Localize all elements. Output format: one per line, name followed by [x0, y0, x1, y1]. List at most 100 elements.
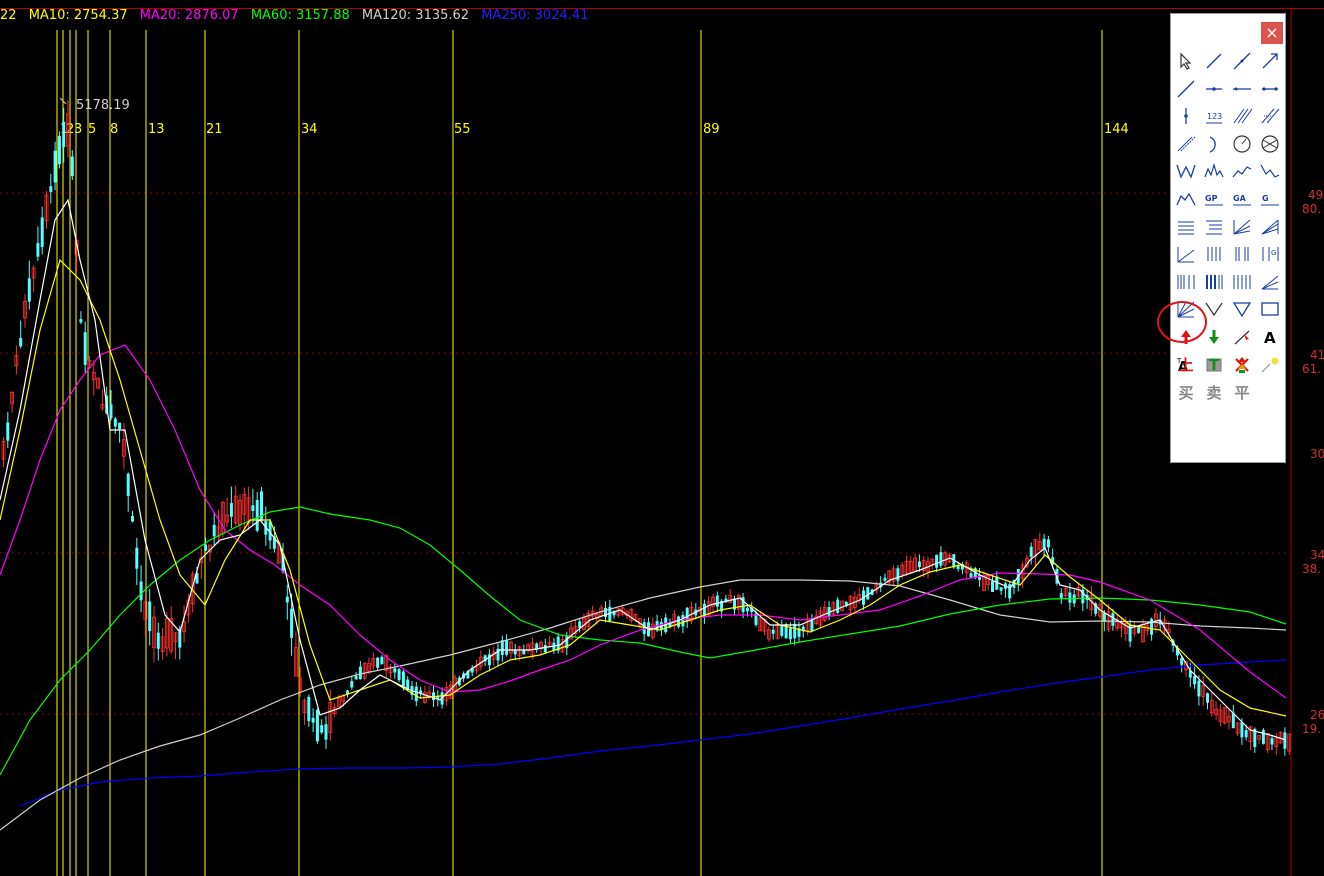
candle-body [771, 629, 775, 634]
fill-box-icon[interactable] [1201, 353, 1227, 377]
candle-body [1046, 539, 1050, 548]
candle-body [715, 595, 719, 607]
candle-body [487, 654, 491, 666]
square-cycle-icon[interactable] [1229, 270, 1255, 294]
candle-body [827, 607, 831, 616]
line-segment-icon[interactable] [1201, 49, 1227, 73]
candle-body [470, 667, 474, 673]
candle-body [216, 526, 221, 538]
regression-channel-icon[interactable] [1173, 132, 1199, 156]
pen-circle-icon[interactable] [1257, 353, 1283, 377]
candle-body [844, 601, 848, 607]
candle-body [350, 681, 354, 688]
candle-body [995, 576, 999, 590]
candle-body [23, 301, 27, 319]
candle-body [1081, 589, 1085, 604]
parallel-lines-icon[interactable] [1229, 104, 1255, 128]
arc-icon[interactable] [1201, 132, 1227, 156]
buy-mark-icon[interactable]: 上 [1178, 356, 1194, 375]
cursor-icon[interactable] [1173, 49, 1199, 73]
fan-lines-icon[interactable] [1229, 215, 1255, 239]
vertical-line-icon[interactable] [1173, 104, 1199, 128]
close-button[interactable]: × [1261, 22, 1283, 44]
candle-body [706, 601, 711, 616]
candles-group [1, 100, 1292, 756]
candle-body [513, 649, 517, 655]
wave-w-icon[interactable] [1173, 159, 1199, 183]
ma250-label: MA250: 3024.41 [481, 8, 589, 23]
down-arrow-lines-icon[interactable] [1201, 297, 1227, 321]
candle-body [569, 627, 573, 640]
fib-retrace-icon[interactable] [1173, 215, 1199, 239]
candle-body [1175, 648, 1179, 656]
rectangle-icon[interactable] [1257, 297, 1283, 321]
candle-body [401, 671, 405, 687]
text-a-icon[interactable]: A [1257, 325, 1283, 349]
candle-body [758, 617, 763, 632]
candle-body [724, 598, 728, 603]
gp-icon[interactable]: GP [1201, 187, 1227, 211]
flag-arrow-icon[interactable] [1229, 325, 1255, 349]
candle-body [1068, 592, 1072, 603]
candle-body [1248, 726, 1253, 742]
zigzag-up-icon[interactable] [1229, 159, 1255, 183]
ga-icon[interactable]: GA [1229, 187, 1255, 211]
candle-body [500, 640, 504, 655]
wave-icon[interactable] [1201, 159, 1227, 183]
sell-mark-icon[interactable]: T [1208, 355, 1220, 374]
circle-icon[interactable] [1229, 132, 1255, 156]
fib-extend-icon[interactable] [1201, 215, 1227, 239]
candle-body [733, 598, 736, 610]
horizontal-segment-icon[interactable] [1201, 77, 1227, 101]
horizontal-line-icon[interactable] [1229, 77, 1255, 101]
down-arrow-icon[interactable] [1201, 325, 1227, 349]
horizontal-ray-icon[interactable] [1257, 77, 1283, 101]
time-zone-icon[interactable]: G [1257, 242, 1283, 266]
gann-circle-icon[interactable] [1257, 132, 1283, 156]
angle-line-icon[interactable] [1257, 270, 1283, 294]
candle-body [36, 243, 40, 257]
candle-body [19, 338, 23, 347]
axis-label: 26 [1310, 708, 1324, 722]
triangle-icon[interactable] [1229, 297, 1255, 321]
ma-legend-bar: 22 MA10: 2754.37 MA20: 2876.07 MA60: 315… [0, 8, 596, 28]
gann-fan-icon[interactable] [1173, 242, 1199, 266]
candle-body [126, 473, 130, 496]
arrow-line-icon[interactable] [1257, 49, 1283, 73]
candle-body [1218, 709, 1223, 722]
candle-body [1240, 722, 1244, 738]
time-cycle-icon[interactable] [1201, 242, 1227, 266]
buy-text-icon[interactable]: 买 [1178, 383, 1194, 402]
axis-label: 30 [1310, 447, 1324, 461]
updown-arrow-icon[interactable] [1229, 353, 1255, 377]
candle-body [1265, 733, 1270, 751]
candle-body [745, 607, 749, 612]
wave-m-icon[interactable] [1173, 187, 1199, 211]
candle-body [969, 573, 973, 578]
fib-label: 21 [206, 122, 223, 137]
up-arrow-icon[interactable] [1173, 325, 1199, 349]
speed-lines-icon[interactable] [1257, 215, 1283, 239]
gann-box-icon[interactable] [1173, 297, 1199, 321]
fibonacci-time-icon[interactable] [1173, 270, 1199, 294]
zigzag-down-icon[interactable] [1257, 159, 1283, 183]
sell-text-icon[interactable]: 卖 [1206, 383, 1222, 402]
candle-body [139, 581, 143, 601]
cycle-lines-icon[interactable] [1201, 270, 1227, 294]
channel-icon[interactable] [1257, 104, 1283, 128]
candle-body [251, 505, 255, 511]
g-icon[interactable]: G [1257, 187, 1283, 211]
price-mark-icon[interactable]: 123 [1201, 104, 1227, 128]
ma20-label: MA20: 2876.07 [139, 8, 239, 23]
line-icon[interactable] [1229, 49, 1255, 73]
candle-body [40, 217, 44, 248]
candle-body [91, 371, 96, 381]
flat-text-icon[interactable]: 平 [1234, 383, 1250, 402]
ray-icon[interactable] [1173, 77, 1199, 101]
svg-text:A: A [1178, 360, 1188, 374]
candle-body [616, 608, 621, 616]
candle-body [1042, 538, 1046, 549]
time-cycle2-icon[interactable] [1229, 242, 1255, 266]
